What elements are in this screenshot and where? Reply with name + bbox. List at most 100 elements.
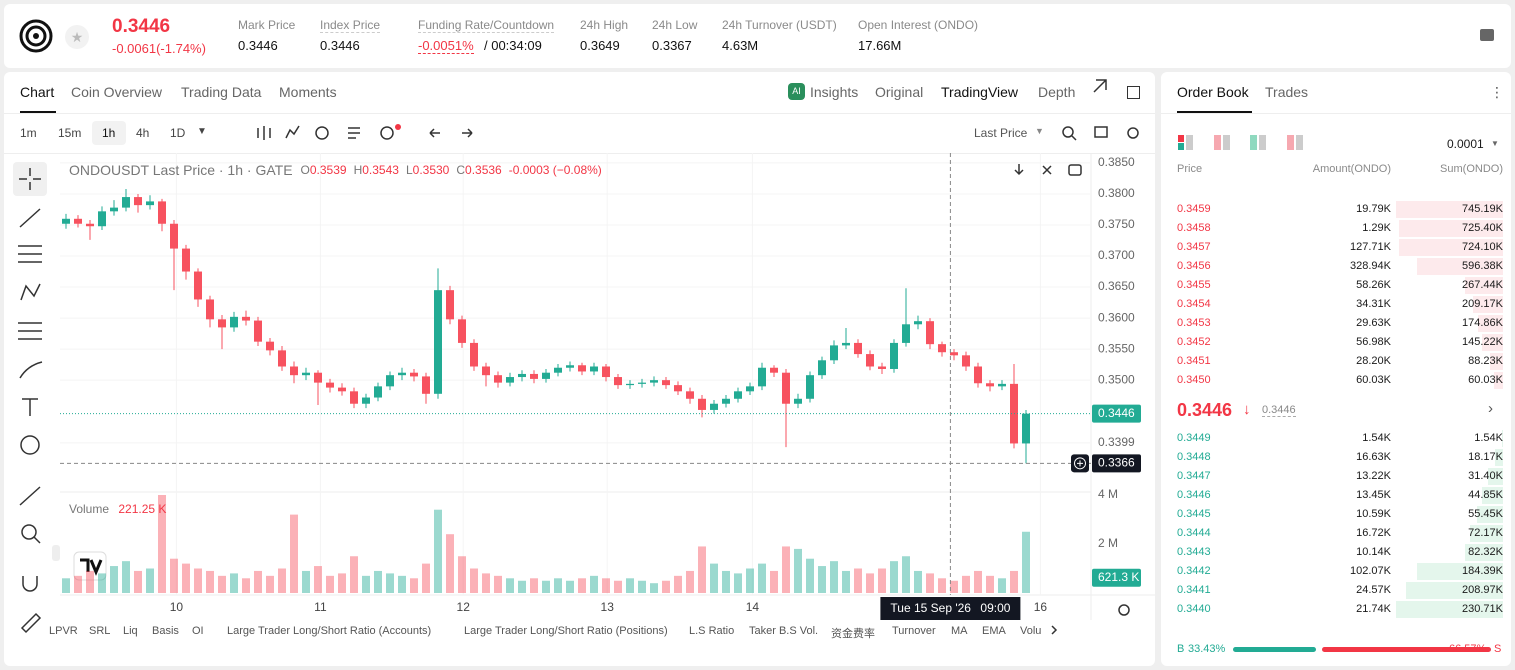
candle-body	[422, 376, 430, 394]
indicator[interactable]: EMA	[982, 625, 1006, 637]
ob-sum: 72.17K	[1468, 527, 1503, 539]
volume-bar	[62, 578, 70, 593]
indicator[interactable]: Turnover	[892, 625, 936, 637]
tab[interactable]: Moments	[279, 84, 337, 100]
candle-body	[650, 380, 658, 383]
candle-body	[974, 366, 982, 384]
volume-bar	[902, 556, 910, 593]
candle-body	[74, 218, 82, 224]
ob-amount: 328.94K	[1350, 260, 1391, 272]
interval[interactable]: 1m	[20, 126, 37, 140]
volume-bar	[590, 575, 598, 593]
stat-label: Index Price	[320, 18, 381, 33]
ob-sum: 145.22K	[1462, 336, 1503, 348]
candle-body	[158, 201, 166, 224]
volume-bar	[926, 573, 934, 593]
candle-body	[542, 372, 550, 379]
volume-bar	[470, 568, 478, 593]
favorite-star[interactable]: ★	[65, 25, 89, 49]
interval[interactable]: 1h	[102, 126, 116, 140]
ohlc-key: L	[405, 163, 413, 177]
price-type[interactable]: Last Price	[974, 126, 1028, 140]
panel-icon[interactable]	[1480, 29, 1494, 41]
interval[interactable]: 15m	[58, 126, 82, 140]
indicator[interactable]: Taker B.S Vol.	[749, 625, 819, 637]
indicator[interactable]: Volu	[1020, 625, 1042, 637]
ob-sum: 82.32K	[1468, 546, 1503, 558]
divider	[1161, 113, 1511, 114]
more-menu[interactable]: ⋮	[1490, 84, 1504, 100]
chart-legend: ONDOUSDT Last Price · 1h · GATE O0.3539 H…	[69, 162, 602, 179]
ob-price: 0.3444	[1177, 527, 1211, 539]
candle-body	[494, 375, 502, 383]
indicator[interactable]: OI	[192, 625, 204, 637]
chevron[interactable]: ›	[1488, 400, 1493, 417]
ob-amount: 102.07K	[1350, 565, 1391, 577]
volume-tag-label: 621.3 K	[1098, 570, 1139, 584]
ob-sum: 745.19K	[1462, 203, 1503, 215]
ob-price: 0.3445	[1177, 508, 1211, 520]
interval[interactable]: 1D	[170, 126, 186, 140]
last-price-label: 0.3446	[1098, 406, 1135, 420]
collapse-handle[interactable]	[52, 545, 60, 561]
view-option[interactable]: TradingView	[941, 84, 1019, 100]
tab[interactable]: Trading Data	[181, 84, 262, 100]
view-mode-icons[interactable]	[1177, 134, 1307, 152]
volume-bar	[194, 568, 202, 593]
ob-amount: 1.29K	[1362, 222, 1391, 234]
x-tick-label: 11	[314, 600, 327, 614]
volume-bar	[854, 568, 862, 593]
ob-amount: 16.72K	[1356, 527, 1391, 539]
depth-bar	[1469, 525, 1503, 542]
tab[interactable]: Chart	[20, 84, 55, 100]
ohlc-key: O	[300, 163, 310, 177]
ob-price: 0.3447	[1177, 470, 1211, 482]
precision[interactable]: 0.0001	[1447, 137, 1484, 151]
depth-bar	[1399, 239, 1503, 256]
volume-bar	[782, 546, 790, 593]
depth-bar	[1477, 506, 1503, 523]
candle-body	[686, 391, 694, 399]
ob-price: 0.3448	[1177, 451, 1211, 463]
indicator[interactable]: Basis	[152, 625, 179, 637]
depth-bar	[1482, 334, 1503, 351]
interval-dropdown[interactable]: ▼	[197, 126, 207, 137]
candle-body	[854, 342, 862, 355]
indicator[interactable]: Large Trader Long/Short Ratio (Accounts)	[227, 625, 432, 637]
indicator[interactable]: L.S Ratio	[689, 625, 735, 637]
stat-value: 17.66M	[858, 38, 902, 53]
sell-pct: 66.57%	[1449, 643, 1487, 655]
candle-body	[194, 271, 202, 300]
indicator[interactable]: SRL	[89, 625, 111, 637]
volume-bar	[698, 546, 706, 593]
last-price-tag	[1092, 404, 1141, 423]
indicator[interactable]: 资金费率	[831, 628, 875, 640]
candle-body	[206, 299, 214, 320]
indicator[interactable]: Liq	[123, 625, 138, 637]
candle-body	[590, 366, 598, 372]
indicator[interactable]: Large Trader Long/Short Ratio (Positions…	[464, 625, 668, 637]
indicator[interactable]: MA	[951, 625, 968, 637]
volume-bar	[890, 561, 898, 593]
ohlc-key: H	[353, 163, 363, 177]
candle-body	[818, 360, 826, 376]
depth-bar	[1406, 582, 1503, 599]
volume-bar	[230, 573, 238, 593]
indicator[interactable]: LPVR	[49, 625, 78, 637]
candle-body	[722, 398, 730, 404]
volume-bar	[986, 575, 994, 593]
view-option[interactable]: Original	[875, 84, 924, 100]
view-option[interactable]: Insights	[810, 84, 859, 100]
candle-body	[950, 352, 958, 356]
candle-body	[122, 197, 130, 208]
order-book-tab[interactable]: Order Book	[1177, 84, 1249, 100]
tab[interactable]: Coin Overview	[71, 84, 163, 100]
drawing-tools[interactable]	[18, 79, 1139, 635]
window-icon[interactable]	[1127, 86, 1140, 99]
trades-tab[interactable]: Trades	[1265, 84, 1309, 100]
interval[interactable]: 4h	[136, 126, 150, 140]
volume-bar	[422, 563, 430, 593]
candle-body	[170, 223, 178, 249]
candle-body	[374, 386, 382, 398]
view-option[interactable]: Depth	[1038, 84, 1076, 100]
